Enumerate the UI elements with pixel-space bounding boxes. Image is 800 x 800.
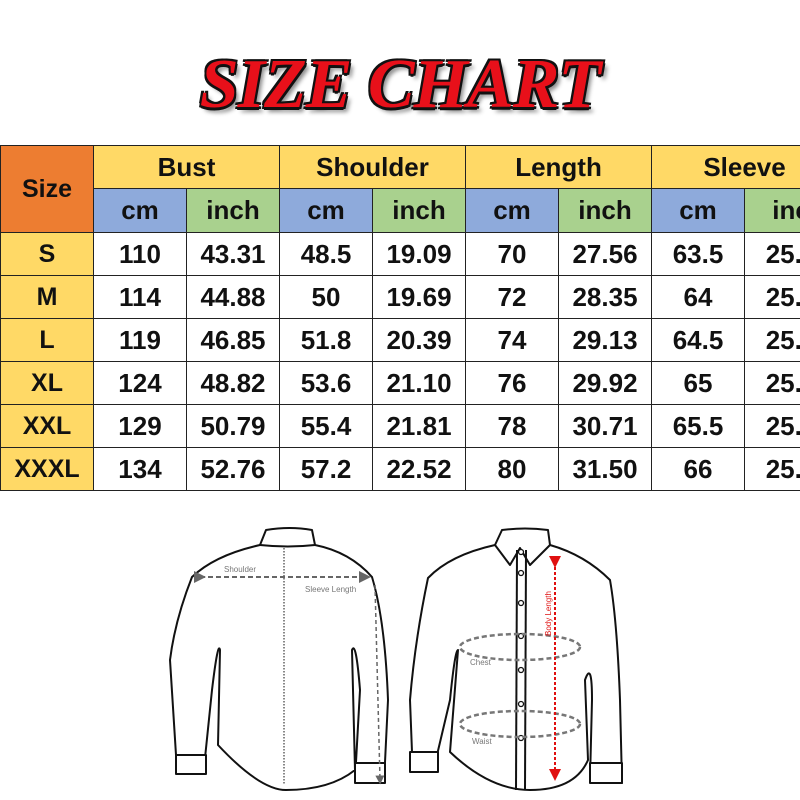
value-cell: 119 (93, 318, 187, 362)
group-header-bust: Bust (93, 145, 280, 189)
size-cell: L (0, 318, 94, 362)
unit-inch-header: inch (558, 188, 653, 233)
value-cell: 76 (465, 361, 560, 405)
shoulder-label: Shoulder (224, 565, 256, 574)
value-cell: 57.2 (279, 447, 373, 491)
value-cell: 28.35 (558, 275, 653, 319)
value-cell: 25.7 (744, 404, 800, 448)
shirt-back-drawing (169, 527, 389, 791)
unit-cm-header: cm (651, 188, 746, 233)
size-cell: S (0, 232, 94, 276)
unit-cm-header: cm (93, 188, 187, 233)
unit-inch-header: inch (186, 188, 280, 233)
group-header-sleeve: Sleeve (651, 145, 800, 189)
value-cell: 21.81 (371, 404, 467, 448)
value-cell: 63.5 (651, 232, 746, 276)
group-header-length: Length (465, 145, 653, 189)
value-cell: 46.85 (186, 318, 280, 362)
value-cell: 134 (93, 447, 187, 491)
value-cell: 31.50 (558, 447, 653, 491)
size-header: Size (0, 145, 94, 233)
chest-label: Chest (470, 658, 492, 667)
value-cell: 80 (465, 447, 560, 491)
value-cell: 19.09 (371, 232, 467, 276)
value-cell: 55.4 (279, 404, 373, 448)
value-cell: 19.69 (371, 275, 467, 319)
value-cell: 30.71 (558, 404, 653, 448)
value-cell: 25.2 (744, 275, 800, 319)
size-cell: XL (0, 361, 94, 405)
value-cell: 48.5 (279, 232, 373, 276)
value-cell: 25.5 (744, 361, 800, 405)
value-cell: 52.76 (186, 447, 280, 491)
value-cell: 110 (93, 232, 187, 276)
value-cell: 51.8 (279, 318, 373, 362)
unit-cm-header: cm (465, 188, 560, 233)
value-cell: 27.56 (558, 232, 653, 276)
value-cell: 70 (465, 232, 560, 276)
value-cell: 74 (465, 318, 560, 362)
value-cell: 43.31 (186, 232, 280, 276)
chest-measure-ellipse (458, 632, 582, 662)
value-cell: 48.82 (186, 361, 280, 405)
value-cell: 50 (279, 275, 373, 319)
sleeve-length-label: Sleeve Length (305, 585, 356, 594)
waist-measure-ellipse (458, 709, 582, 739)
shirt-measurement-diagram: Shoulder Sleeve Length Chest Waist Body … (169, 527, 623, 791)
value-cell: 72 (465, 275, 560, 319)
size-cell: M (0, 275, 94, 319)
value-cell: 21.10 (371, 361, 467, 405)
size-cell: XXXL (0, 447, 94, 491)
value-cell: 25.3 (744, 318, 800, 362)
waist-label: Waist (472, 737, 492, 746)
value-cell: 29.92 (558, 361, 653, 405)
unit-cm-header: cm (279, 188, 373, 233)
value-cell: 25.0 (744, 232, 800, 276)
value-cell: 25.9 (744, 447, 800, 491)
sleeve-length-arrow (374, 584, 385, 785)
size-cell: XXL (0, 404, 94, 448)
value-cell: 78 (465, 404, 560, 448)
value-cell: 64.5 (651, 318, 746, 362)
value-cell: 29.13 (558, 318, 653, 362)
shirt-buttons (517, 548, 525, 742)
unit-inch-header: inch (371, 188, 467, 233)
size-chart-title: SIZE CHART (199, 46, 601, 123)
group-header-shoulder: Shoulder (278, 145, 467, 189)
value-cell: 22.52 (371, 447, 467, 491)
value-cell: 124 (93, 361, 187, 405)
value-cell: 66 (651, 447, 746, 491)
value-cell: 64 (651, 275, 746, 319)
value-cell: 65 (651, 361, 746, 405)
value-cell: 65.5 (651, 404, 746, 448)
value-cell: 129 (93, 404, 187, 448)
size-table: Size Bust Shoulder Length Sleeve cm inch c… (0, 145, 800, 498)
value-cell: 20.39 (371, 318, 467, 362)
body-length-label: Body Length (544, 591, 553, 636)
value-cell: 53.6 (279, 361, 373, 405)
value-cell: 50.79 (186, 404, 280, 448)
unit-inch-header: inc (744, 188, 800, 233)
value-cell: 44.88 (186, 275, 280, 319)
value-cell: 114 (93, 275, 187, 319)
